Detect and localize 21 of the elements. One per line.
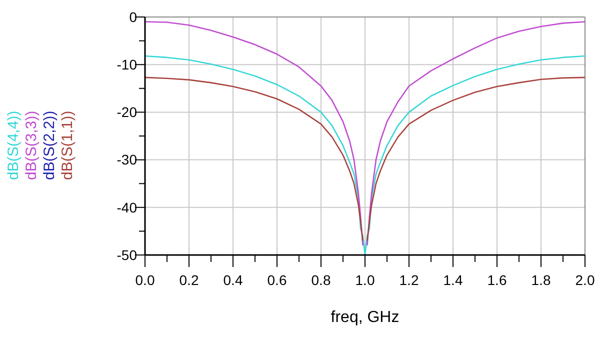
x-axis-title: freq, GHz [330, 309, 400, 326]
text: dB(S(1,1)) [59, 110, 76, 180]
y-tick-label: -40 [116, 199, 138, 216]
x-tick-label: 1.0 [355, 272, 375, 288]
x-tick-label: 0.6 [267, 272, 287, 288]
x-tick-label: 1.4 [443, 272, 463, 288]
legend-label: dB(S(2,2)) [41, 110, 58, 180]
y-tick-label: -50 [116, 246, 138, 263]
x-tick-label: 0.0 [135, 272, 155, 288]
text: dB(S(3,3)) [23, 110, 40, 180]
text: dB(S(4,4)) [5, 110, 22, 180]
x-tick-label: 0.2 [179, 272, 199, 288]
y-tick-label: -20 [116, 104, 138, 120]
x-tick-label: 0.4 [223, 272, 243, 288]
x-tick-label: 0.8 [311, 272, 331, 288]
x-tick-label: 1.2 [399, 272, 419, 288]
x-tick-label: 1.8 [531, 272, 551, 288]
y-tick-label: -10 [116, 56, 138, 72]
x-tick-label: 2.0 [575, 272, 595, 288]
x-tick-label: 1.6 [487, 272, 507, 288]
y-tick-label: -30 [116, 152, 138, 168]
